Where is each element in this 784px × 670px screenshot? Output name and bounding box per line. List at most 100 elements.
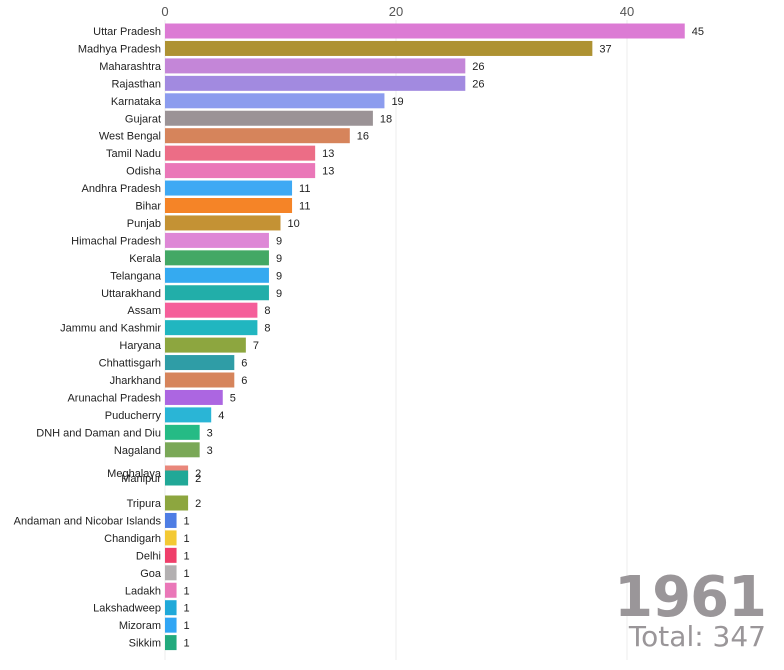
value-label: 11 [299,183,310,195]
category-label: Haryana [119,340,161,352]
value-label: 1 [184,515,190,527]
bar [165,145,316,161]
x-tick-label: 20 [389,4,403,19]
bar [165,635,177,651]
bar [165,424,200,440]
category-label: Jharkhand [110,375,161,387]
value-label: 11 [299,201,310,213]
value-label: 9 [276,235,282,247]
category-label: Gujarat [125,113,161,125]
category-label: Odisha [126,166,162,178]
value-label: 6 [241,375,247,387]
value-label: 3 [207,445,213,457]
category-label: Andaman and Nicobar Islands [14,515,162,527]
bar [165,40,593,56]
category-label: Lakshadweep [93,603,161,615]
value-label: 37 [599,43,611,55]
bar [165,215,281,231]
value-label: 2 [195,473,201,485]
value-label: 16 [357,131,369,143]
bar [165,75,466,91]
value-label: 1 [184,620,190,632]
x-tick-label: 0 [161,4,168,19]
bar [165,337,246,353]
bar [165,495,189,511]
bar [165,163,316,179]
category-label: Meghalaya [107,468,162,480]
category-label: Chandigarh [104,533,161,545]
value-label: 26 [472,78,484,90]
bar [165,128,350,144]
value-label: 3 [207,427,213,439]
x-tick-label: 40 [620,4,634,19]
category-label: Tamil Nadu [106,148,161,160]
bar [165,355,235,371]
category-label: Manipur [121,473,161,485]
category-label: DNH and Daman and Diu [36,427,161,439]
value-label: 45 [692,26,704,38]
total-label: Total: 347 [628,620,766,653]
bar [165,320,258,336]
value-label: 1 [184,533,190,545]
category-label: Assam [127,305,161,317]
category-label: Arunachal Pradesh [67,392,161,404]
value-label: 19 [391,96,403,108]
category-label: Telangana [110,270,162,282]
bar [165,407,212,423]
value-label: 1 [184,603,190,615]
category-label: Tripura [127,498,162,510]
bar [165,582,177,598]
value-label: 8 [264,305,270,317]
value-label: 2 [195,498,201,510]
value-label: 13 [322,166,334,178]
category-label: Karnataka [111,96,162,108]
category-label: Bihar [135,201,161,213]
category-label: Uttar Pradesh [93,26,161,38]
value-label: 13 [322,148,334,160]
category-label: Punjab [127,218,161,230]
value-label: 1 [184,568,190,580]
bar [165,530,177,546]
value-label: 9 [276,288,282,300]
category-label: Kerala [129,253,162,265]
bar [165,372,235,388]
category-label: Mizoram [119,620,161,632]
value-label: 5 [230,392,236,404]
value-label: 4 [218,410,224,422]
value-label: 1 [184,585,190,597]
bar [165,232,269,248]
bar [165,389,223,405]
category-label: Rajasthan [111,78,161,90]
bar [165,302,258,318]
category-label: Ladakh [125,585,161,597]
value-label: 2 [195,468,201,480]
value-label: 9 [276,270,282,282]
value-label: 7 [253,340,259,352]
bar [165,58,466,74]
category-label: Jammu and Kashmir [60,323,161,335]
value-label: 18 [380,113,392,125]
value-label: 26 [472,61,484,73]
bar [165,565,177,581]
bar [165,198,293,213]
bar [165,250,269,266]
value-label: 8 [264,323,270,335]
value-label: 9 [276,253,282,265]
category-label: Sikkim [129,638,161,650]
category-label: Maharashtra [99,61,162,73]
bar [165,23,685,39]
bar [165,600,177,616]
category-label: Uttarakhand [101,288,161,300]
bar [165,267,269,283]
bar [165,512,177,528]
bar [165,93,385,109]
value-label: 1 [184,550,190,562]
category-label: Madhya Pradesh [78,43,161,55]
bar [165,617,177,633]
bar [165,442,200,458]
category-label: West Bengal [99,131,161,143]
bar [165,547,177,563]
category-label: Andhra Pradesh [82,183,162,195]
bar [165,470,189,486]
category-label: Goa [140,568,162,580]
